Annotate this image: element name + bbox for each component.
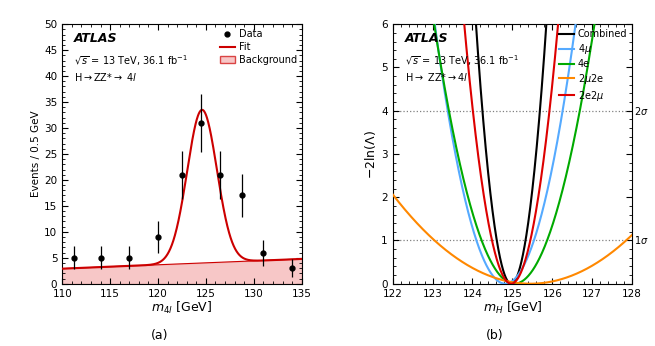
Text: 2$\sigma$: 2$\sigma$ [635, 105, 649, 117]
Text: $\sqrt{s}$ = 13 TeV, 36.1 fb$^{-1}$: $\sqrt{s}$ = 13 TeV, 36.1 fb$^{-1}$ [405, 53, 519, 67]
Text: ATLAS: ATLAS [405, 32, 448, 45]
Legend: Data, Fit, Background: Data, Fit, Background [220, 29, 297, 65]
Text: (b): (b) [486, 329, 503, 342]
Legend: Combined, 4$\mu$, 4e, 2$\mu$2e, 2e2$\mu$: Combined, 4$\mu$, 4e, 2$\mu$2e, 2e2$\mu$ [559, 29, 627, 103]
Text: H$\rightarrow$ ZZ*$\rightarrow$4$l$: H$\rightarrow$ ZZ*$\rightarrow$4$l$ [405, 71, 468, 83]
X-axis label: $m_{H}$ [GeV]: $m_{H}$ [GeV] [483, 300, 542, 316]
Y-axis label: $-2 \ln(\Lambda)$: $-2 \ln(\Lambda)$ [364, 129, 379, 179]
Text: (a): (a) [151, 329, 168, 342]
Y-axis label: Events / 0.5 GeV: Events / 0.5 GeV [31, 111, 41, 197]
Text: H$\rightarrow$ZZ*$\rightarrow$ 4$l$: H$\rightarrow$ZZ*$\rightarrow$ 4$l$ [74, 71, 138, 83]
Text: 1$\sigma$: 1$\sigma$ [635, 235, 649, 246]
X-axis label: $m_{4l}$ [GeV]: $m_{4l}$ [GeV] [151, 300, 212, 316]
Text: $\sqrt{s}$ = 13 TeV, 36.1 fb$^{-1}$: $\sqrt{s}$ = 13 TeV, 36.1 fb$^{-1}$ [74, 53, 189, 67]
Text: ATLAS: ATLAS [74, 32, 118, 45]
